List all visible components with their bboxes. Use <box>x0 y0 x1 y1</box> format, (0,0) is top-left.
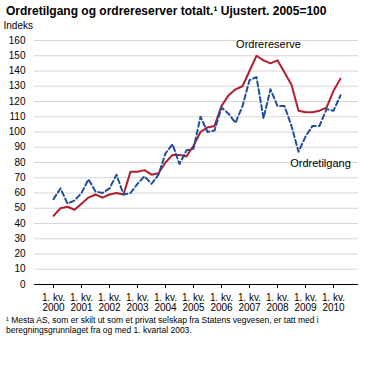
svg-text:130: 130 <box>9 80 26 91</box>
svg-text:1. kv.2008: 1. kv.2008 <box>266 292 289 313</box>
svg-text:140: 140 <box>9 65 26 76</box>
svg-text:1. kv.2007: 1. kv.2007 <box>238 292 261 313</box>
html-text:¹ Mesta AS, som er skilt ut so: ¹ Mesta AS, som er skilt ut som et priva… <box>6 315 319 335</box>
svg-text:Indeks: Indeks <box>4 20 33 31</box>
svg-text:30: 30 <box>14 233 26 244</box>
svg-text:90: 90 <box>14 141 26 152</box>
svg-text:1. kv.2003: 1. kv.2003 <box>126 292 149 313</box>
svg-text:1. kv.2000: 1. kv.2000 <box>42 292 65 313</box>
svg-text:Ordrereserve: Ordrereserve <box>236 38 301 50</box>
svg-text:80: 80 <box>14 157 26 168</box>
svg-text:110: 110 <box>10 111 26 122</box>
svg-text:60: 60 <box>14 187 26 198</box>
svg-text:50: 50 <box>14 202 26 213</box>
svg-text:1. kv.2009: 1. kv.2009 <box>294 292 317 313</box>
svg-text:1. kv.2001: 1. kv.2001 <box>70 292 93 313</box>
svg-text:Ordretilgang: Ordretilgang <box>290 157 351 169</box>
svg-text:120: 120 <box>9 96 26 107</box>
svg-text:70: 70 <box>14 172 26 183</box>
svg-text:10: 10 <box>14 263 26 274</box>
svg-text:20: 20 <box>14 248 26 259</box>
svg-text:0: 0 <box>20 279 26 290</box>
svg-text:40: 40 <box>14 218 26 229</box>
svg-text:160: 160 <box>9 35 26 46</box>
svg-text:1. kv.2010: 1. kv.2010 <box>322 292 345 313</box>
svg-text:1. kv.2004: 1. kv.2004 <box>154 292 177 313</box>
svg-text:1. kv.2002: 1. kv.2002 <box>98 292 121 313</box>
svg-text:150: 150 <box>9 50 26 61</box>
svg-text:1. kv.2006: 1. kv.2006 <box>210 292 233 313</box>
svg-text:100: 100 <box>9 126 26 137</box>
svg-text:1. kv.2005: 1. kv.2005 <box>182 292 205 313</box>
html-text:Ordretilgang og ordrereserver: Ordretilgang og ordrereserver totalt.¹ U… <box>6 4 327 18</box>
